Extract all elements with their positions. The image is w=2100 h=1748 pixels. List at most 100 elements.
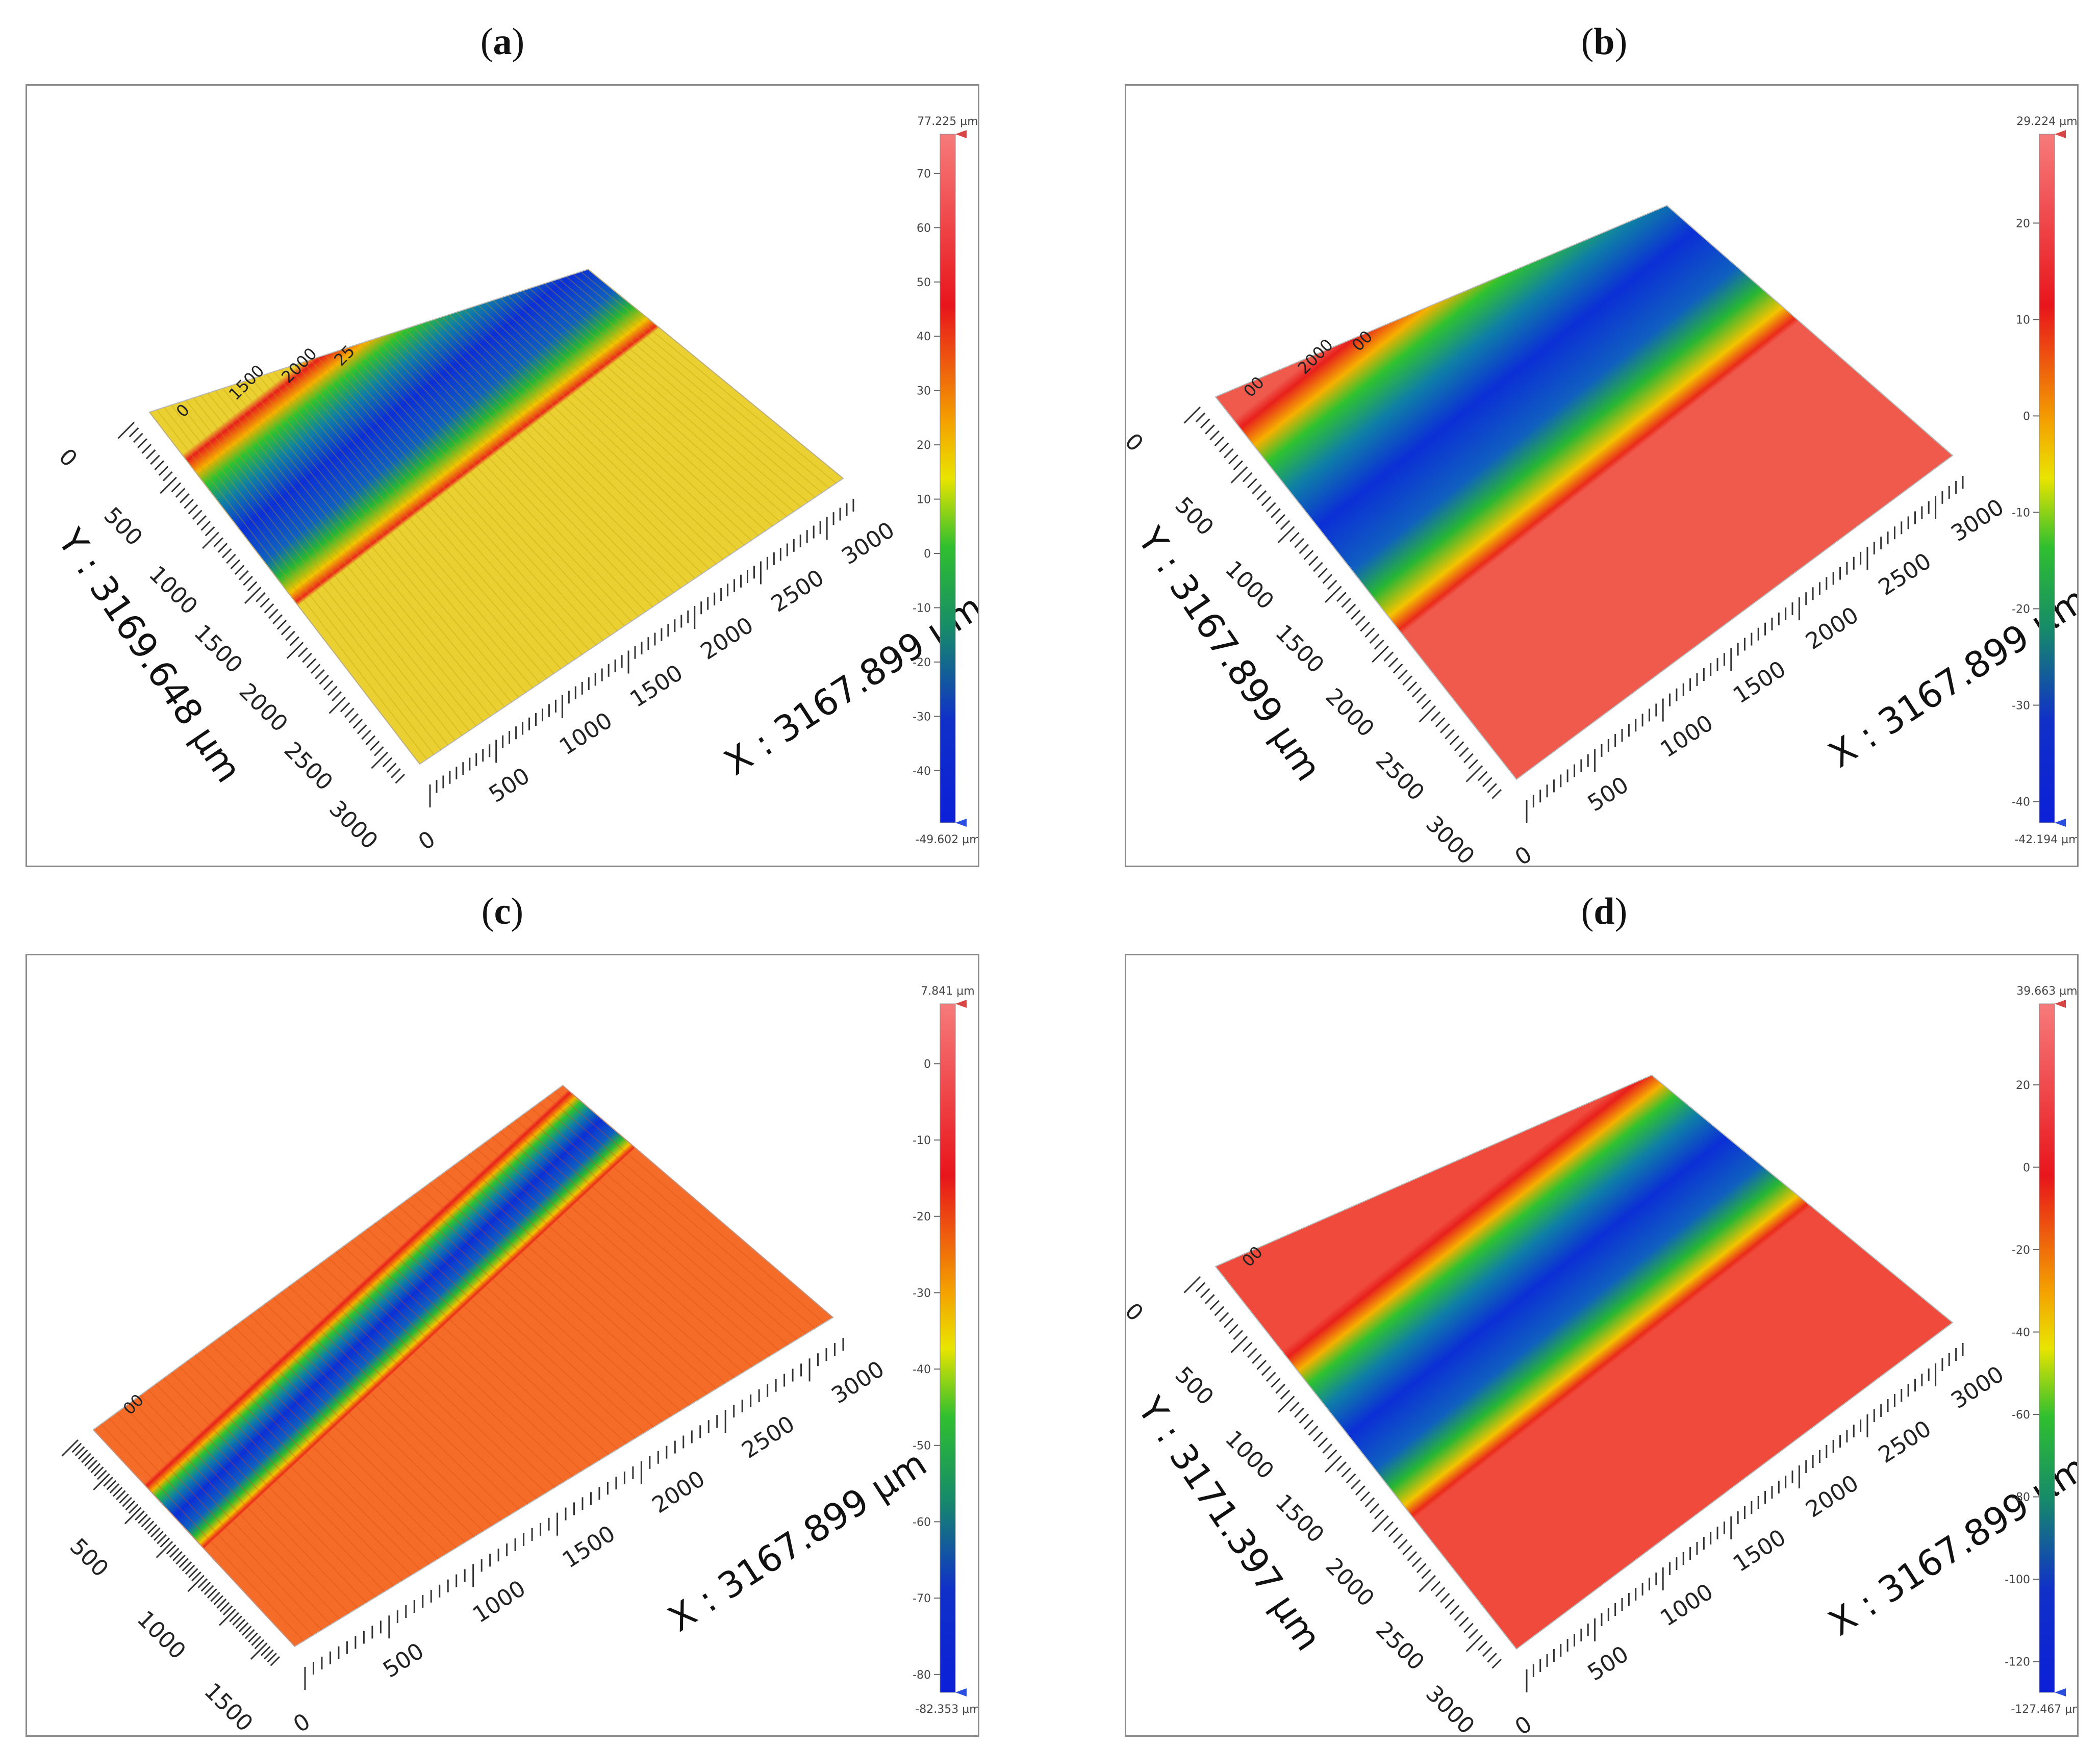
colorbar-tick-label: -20 <box>913 656 931 669</box>
y-tick-label: 2500 <box>279 737 338 796</box>
colorbar-tick-label: -30 <box>913 1287 931 1300</box>
y-tick-label: 500 <box>65 1533 113 1582</box>
x-tick-label: 3000 <box>1946 1361 2009 1414</box>
colorbar-tick-label: -100 <box>2005 1574 2030 1586</box>
x-tick-label: 1000 <box>1656 710 1718 763</box>
colorbar-min-label: -127.467 µm <box>2011 1703 2079 1716</box>
surface-panel-a: 0 500 1000 1500 2000 2500 3000 0 500 1000 1500 2000… <box>26 84 979 867</box>
colorbar-max-label: 77.225 µm <box>917 115 978 128</box>
y-tick-label: 1500 <box>199 1678 258 1737</box>
x-tick-label: 1500 <box>558 1521 620 1574</box>
colorbar-max-label: 29.224 µm <box>2016 115 2077 128</box>
surface-panel-d: 0 500 1000 1500 2000 2500 3000 0 500 1000 1500 2000… <box>1125 954 2079 1737</box>
x-tick-label: 1500 <box>625 660 688 713</box>
colorbar-max-label: 7.841 µm <box>921 985 974 998</box>
colorbar-tick-label: -120 <box>2005 1656 2030 1669</box>
axis-ticks <box>1183 1276 1964 1692</box>
colorbar-tick-label: -70 <box>913 1592 931 1605</box>
colorbar-tick-label: 70 <box>917 168 931 181</box>
x-tick-label: 2500 <box>1874 548 1936 601</box>
x-tick-label: 500 <box>1583 1641 1633 1686</box>
colorbar <box>940 134 956 823</box>
x-tick-label: 0 <box>1510 841 1536 867</box>
surface-texture <box>149 269 844 765</box>
colorbar-tick-label: -20 <box>913 1211 931 1224</box>
axis-ticks <box>1183 406 1964 823</box>
y-tick-label: 2000 <box>234 678 293 737</box>
colorbar-tick-label: 20 <box>2016 217 2030 230</box>
colorbar-tick-label: 10 <box>917 494 931 506</box>
x-tick-label: 3000 <box>827 1356 889 1409</box>
y-tick-label: 1000 <box>1220 1426 1279 1484</box>
colorbar <box>2039 1003 2055 1693</box>
y-tick-label: 1500 <box>1270 1489 1329 1548</box>
x-tick-label: 0 <box>1510 1711 1536 1737</box>
y-tick-label: 3000 <box>1421 1681 1479 1737</box>
x-tick-label: 2000 <box>648 1465 710 1518</box>
x-tick-label: 2500 <box>737 1411 799 1464</box>
y-tick-label: 0 <box>1126 1298 1148 1327</box>
colorbar-tick-label: -40 <box>913 765 931 778</box>
x-tick-label: 1000 <box>555 707 617 761</box>
x-tick-label: 500 <box>1583 772 1633 817</box>
y-tick-label: 0 <box>54 444 82 472</box>
colorbar-min-marker <box>2055 819 2066 827</box>
surface-texture <box>93 1085 833 1647</box>
x-tick-label: 2000 <box>1801 602 1863 655</box>
surface-panel-c: 05001000150020002500300005001000150000X … <box>26 954 979 1737</box>
colorbar-max-marker <box>955 130 967 138</box>
surface-plot-svg: 0500100015002000250030000500100015002000… <box>49 115 978 855</box>
colorbar <box>2039 134 2055 823</box>
panel-label-d: (d) <box>1581 891 1628 932</box>
colorbar <box>940 1003 956 1693</box>
colorbar-tick-label: -10 <box>2012 506 2030 519</box>
x-tick-label: 500 <box>378 1638 428 1683</box>
x-tick-label: 1500 <box>1729 656 1791 709</box>
y-tick-label: 1500 <box>189 620 247 678</box>
y-tick-label: 1500 <box>1270 620 1329 678</box>
y-tick-label: 1000 <box>132 1606 191 1664</box>
x-tick-label: 500 <box>485 763 535 808</box>
colorbar-max-marker <box>2055 1000 2066 1008</box>
x-tick-label: 1500 <box>1729 1524 1791 1577</box>
colorbar-tick-label: 0 <box>2023 410 2030 423</box>
y-tick-label: 3000 <box>1421 811 1479 867</box>
colorbar-tick-label: 0 <box>924 548 931 561</box>
surface-plot-svg: 0500100015002000250030000500100015002000… <box>1126 985 2079 1737</box>
y-tick-label: 3000 <box>324 796 383 854</box>
y-tick-label: 2000 <box>1321 1553 1379 1612</box>
surface-plot-svg: 0500100015002000250030000500100015002000… <box>1126 115 2077 867</box>
colorbar-tick-label: -60 <box>2012 1409 2030 1422</box>
y-tick-label: 2500 <box>1371 1617 1429 1676</box>
colorbar-tick-label: -40 <box>2012 1326 2030 1339</box>
colorbar-tick-label: 50 <box>917 276 931 289</box>
colorbar-tick-label: -20 <box>2012 603 2030 616</box>
panel-label-b: (b) <box>1581 21 1628 63</box>
y-tick-label: 0 <box>1126 428 1148 457</box>
colorbar-min-marker <box>955 1688 967 1696</box>
colorbar-tick-label: -30 <box>2012 699 2030 712</box>
colorbar-tick-label: -10 <box>913 602 931 615</box>
y-tick-label: 1000 <box>144 561 203 620</box>
x-tick-label: 2000 <box>1801 1470 1863 1523</box>
axis-ticks <box>61 1338 844 1690</box>
colorbar-tick-label: -10 <box>913 1134 931 1147</box>
colorbar-min-label: -82.353 µm <box>915 1703 979 1716</box>
colorbar-tick-label: -50 <box>913 1440 931 1453</box>
colorbar-tick-label: -80 <box>913 1669 931 1682</box>
surface-panel-b: 0 500 1000 1500 2000 2500 3000 0 500 1000 1500 2000… <box>1125 84 2079 867</box>
y-tick-label: 2000 <box>1321 683 1379 742</box>
colorbar-tick-label: -30 <box>913 711 931 723</box>
y-tick-label: 500 <box>1170 492 1219 541</box>
x-tick-label: 2500 <box>767 565 829 618</box>
x-axis-title: X : 3167.899 µm <box>661 1442 934 1640</box>
y-tick-label: 1000 <box>1220 556 1279 615</box>
y-tick-label: 500 <box>1170 1362 1219 1410</box>
panel-label-a: (a) <box>480 21 525 63</box>
y-tick-label: 500 <box>99 502 147 551</box>
x-tick-label: 1000 <box>1656 1579 1718 1632</box>
colorbar-tick-label: 30 <box>917 385 931 398</box>
surface-mesh <box>1215 1074 1954 1650</box>
x-tick-label: 3000 <box>1946 494 2009 547</box>
colorbar-tick-label: 0 <box>2023 1161 2030 1174</box>
